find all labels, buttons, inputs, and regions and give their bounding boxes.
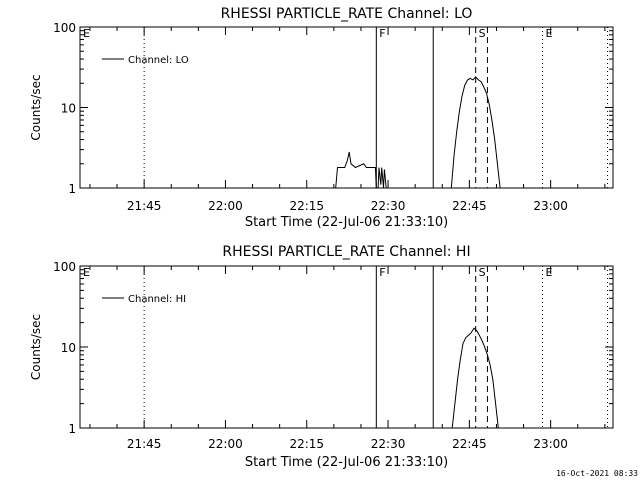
chart-title: RHESSI PARTICLE_RATE Channel: HI — [222, 244, 470, 260]
x-tick-label: 22:15 — [289, 437, 324, 451]
x-tick-label: 23:00 — [533, 199, 568, 213]
event-marker-label: E — [83, 27, 90, 40]
y-tick-label: 1 — [68, 422, 76, 436]
x-tick-label: 22:45 — [452, 199, 487, 213]
event-marker-label: F — [379, 27, 385, 40]
footer-timestamp: 16-Oct-2021 08:33 — [556, 469, 638, 478]
x-tick-label: 22:30 — [371, 437, 406, 451]
x-tick-label: 22:00 — [208, 437, 243, 451]
x-axis-label: Start Time (22-Jul-06 21:33:10) — [245, 455, 448, 470]
event-marker-label: E — [546, 266, 553, 279]
y-tick-label: 10 — [61, 102, 76, 116]
event-marker-label: S — [479, 27, 486, 40]
x-tick-label: 21:45 — [127, 199, 162, 213]
x-tick-label: 23:00 — [533, 437, 568, 451]
x-tick-label: 22:15 — [289, 199, 324, 213]
x-tick-label: 21:45 — [127, 437, 162, 451]
y-tick-label: 100 — [53, 260, 76, 274]
event-marker-label: E — [83, 266, 90, 279]
series-line — [451, 327, 499, 429]
x-tick-label: 22:00 — [208, 199, 243, 213]
x-tick-label: 22:30 — [371, 199, 406, 213]
y-tick-label: 100 — [53, 21, 76, 35]
series-line — [377, 167, 387, 189]
x-tick-label: 22:45 — [452, 437, 487, 451]
y-axis-label: Counts/sec — [29, 74, 43, 140]
y-tick-label: 1 — [68, 182, 76, 196]
chart-title: RHESSI PARTICLE_RATE Channel: LO — [221, 6, 473, 22]
series-line — [335, 151, 377, 189]
legend-label: Channel: LO — [128, 55, 189, 66]
x-axis-label: Start Time (22-Jul-06 21:33:10) — [245, 215, 448, 230]
y-tick-label: 10 — [61, 341, 76, 355]
series-line — [450, 76, 501, 189]
y-axis-label: Counts/sec — [29, 314, 43, 380]
event-marker-label: F — [379, 266, 385, 279]
event-marker-label: S — [479, 266, 486, 279]
event-marker-label: E — [546, 27, 553, 40]
legend-label: Channel: HI — [128, 294, 186, 305]
plot-frame — [79, 265, 614, 429]
